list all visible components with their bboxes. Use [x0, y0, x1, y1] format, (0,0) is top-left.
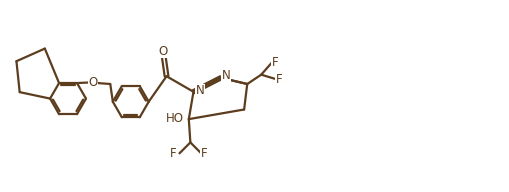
Text: N: N — [195, 84, 204, 97]
Text: O: O — [159, 45, 168, 58]
Text: F: F — [201, 147, 207, 160]
Text: F: F — [276, 73, 282, 86]
Text: F: F — [171, 147, 177, 160]
Text: N: N — [222, 69, 231, 82]
Text: F: F — [271, 56, 278, 69]
Text: HO: HO — [166, 112, 184, 125]
Text: O: O — [89, 76, 98, 89]
